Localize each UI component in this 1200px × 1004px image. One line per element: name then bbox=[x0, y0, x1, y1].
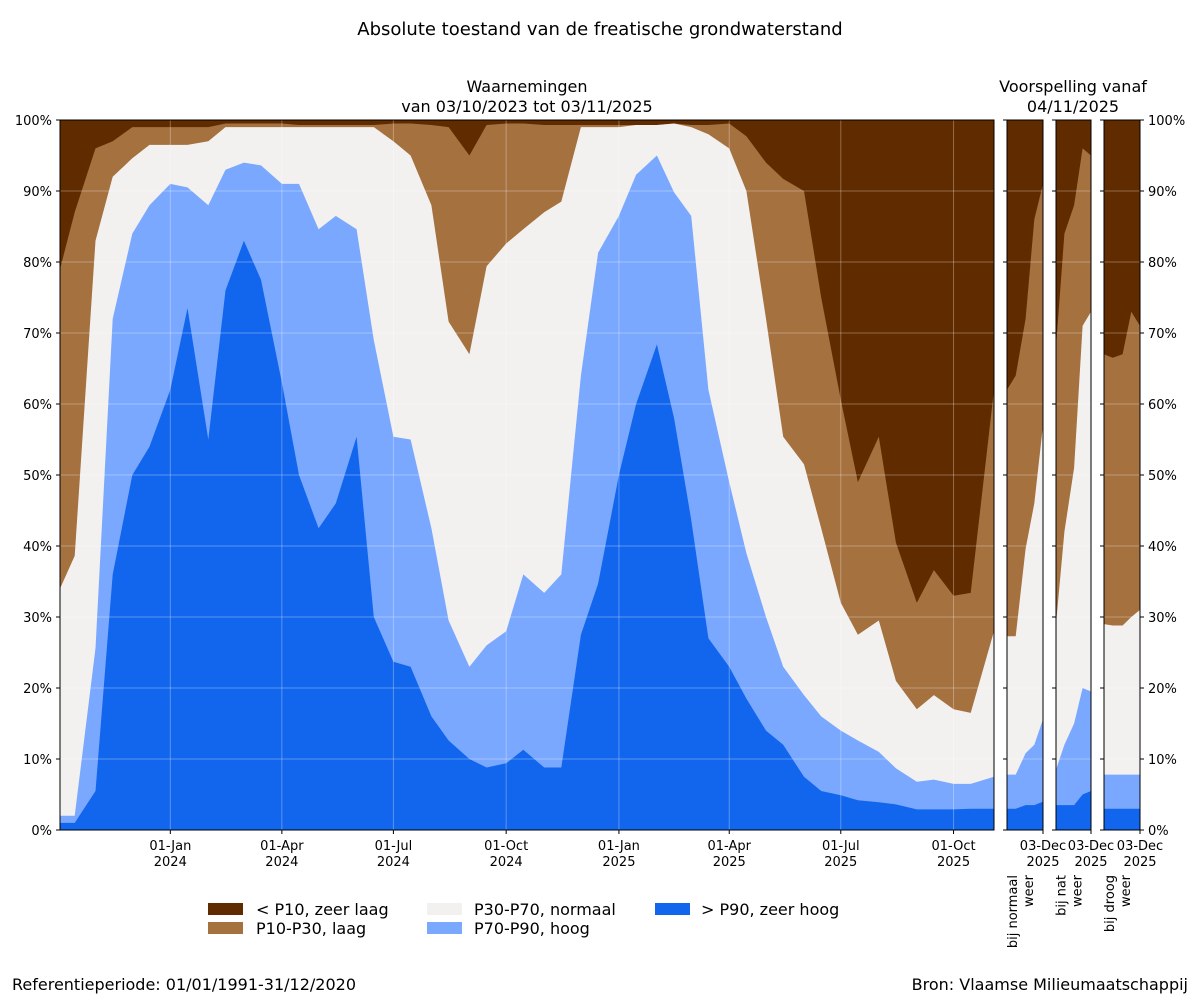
y-tick-label: 40% bbox=[23, 540, 52, 555]
y-tick-label-right: 20% bbox=[1148, 682, 1177, 697]
zeer-hoog-area bbox=[1007, 801, 1043, 830]
scenario-label: weer bbox=[1071, 874, 1086, 907]
legend-label-normaal: P30-P70, normaal bbox=[474, 900, 616, 919]
legend-label-zeer-hoog: > P90, zeer hoog bbox=[701, 900, 839, 919]
x-tick-label: 01-Oct bbox=[932, 839, 976, 854]
x-tick-label: 01-Apr bbox=[708, 839, 752, 854]
source: Bron: Vlaamse Milieumaatschappij bbox=[912, 975, 1188, 994]
hoog-area bbox=[1007, 719, 1043, 830]
y-tick-label: 30% bbox=[23, 611, 52, 626]
chart-panels: 01-Jan202401-Apr202401-Jul202401-Oct2024… bbox=[15, 114, 1185, 948]
y-tick-label-right: 70% bbox=[1148, 327, 1177, 342]
chart-title: Absolute toestand van de freatische gron… bbox=[357, 19, 842, 40]
legend-swatch-normaal bbox=[427, 903, 462, 915]
y-tick-label-right: 50% bbox=[1148, 469, 1177, 484]
x-tick-label: 2025 bbox=[824, 855, 857, 870]
x-tick-label: 2025 bbox=[1074, 855, 1107, 870]
scenario-label: bij nat bbox=[1055, 875, 1070, 916]
legend-label-hoog: P70-P90, hoog bbox=[474, 919, 590, 938]
legend-swatch-hoog bbox=[427, 922, 462, 934]
y-tick-label-right: 80% bbox=[1148, 256, 1177, 271]
y-tick-label-right: 0% bbox=[1148, 824, 1169, 839]
y-tick-label: 80% bbox=[23, 256, 52, 271]
zeer-hoog-area bbox=[1104, 808, 1140, 830]
x-tick-label: 2024 bbox=[154, 855, 187, 870]
x-tick-label: 01-Oct bbox=[484, 839, 528, 854]
x-tick-label: 03-Dec bbox=[1117, 839, 1163, 854]
x-tick-label: 01-Jul bbox=[375, 839, 413, 854]
legend-label-zeer-laag: < P10, zeer laag bbox=[256, 900, 389, 919]
reference-period: Referentieperiode: 01/01/1991-31/12/2020 bbox=[12, 975, 356, 994]
y-tick-label-right: 60% bbox=[1148, 398, 1177, 413]
legend-swatch-zeer-hoog bbox=[655, 903, 690, 915]
x-tick-label: 2024 bbox=[377, 855, 410, 870]
x-tick-label: 2025 bbox=[713, 855, 746, 870]
observed-title-line1: Waarnemingen bbox=[467, 77, 588, 96]
y-tick-label-right: 90% bbox=[1148, 185, 1177, 200]
normaal-area bbox=[1007, 425, 1043, 830]
x-tick-label: 2025 bbox=[1026, 855, 1059, 870]
legend-label-laag: P10-P30, laag bbox=[256, 919, 366, 938]
scenario-label: bij normaal bbox=[1006, 875, 1021, 948]
forecast-title-line2: 04/11/2025 bbox=[1027, 97, 1119, 116]
legend: < P10, zeer laag P10-P30, laag P30-P70, … bbox=[208, 900, 839, 938]
y-tick-label: 20% bbox=[23, 682, 52, 697]
legend-swatch-zeer-laag bbox=[208, 903, 243, 915]
legend-swatch-laag bbox=[208, 922, 243, 934]
zeer-hoog-area bbox=[60, 240, 994, 830]
x-tick-label: 01-Apr bbox=[260, 839, 304, 854]
y-tick-label: 60% bbox=[23, 398, 52, 413]
y-tick-label: 90% bbox=[23, 185, 52, 200]
x-tick-label: 03-Dec bbox=[1020, 839, 1066, 854]
x-tick-label: 2025 bbox=[602, 855, 635, 870]
x-tick-label: 2025 bbox=[1123, 855, 1156, 870]
hoog-area bbox=[1056, 688, 1091, 830]
x-tick-label: 2025 bbox=[937, 855, 970, 870]
y-tick-label: 10% bbox=[23, 753, 52, 768]
y-tick-label: 70% bbox=[23, 327, 52, 342]
x-tick-label: 01-Jul bbox=[822, 839, 860, 854]
x-tick-label: 01-Jan bbox=[149, 839, 191, 854]
observed-panel: 01-Jan202401-Apr202401-Jul202401-Oct2024… bbox=[15, 114, 995, 870]
y-tick-label-right: 40% bbox=[1148, 540, 1177, 555]
y-tick-label-right: 10% bbox=[1148, 753, 1177, 768]
y-tick-label-right: 30% bbox=[1148, 611, 1177, 626]
x-tick-label: 2024 bbox=[490, 855, 523, 870]
observed-title-line2: van 03/10/2023 tot 03/11/2025 bbox=[401, 97, 652, 116]
y-tick-label: 0% bbox=[31, 824, 52, 839]
scenario-label: weer bbox=[1022, 874, 1037, 907]
scenario-label: bij droog bbox=[1103, 875, 1118, 932]
forecast-title-line1: Voorspelling vanaf bbox=[999, 77, 1147, 96]
y-tick-label: 100% bbox=[15, 114, 52, 129]
y-tick-label: 50% bbox=[23, 469, 52, 484]
y-tick-label-right: 100% bbox=[1148, 114, 1185, 129]
x-tick-label: 01-Jan bbox=[598, 839, 640, 854]
x-tick-label: 2024 bbox=[265, 855, 298, 870]
x-tick-label: 03-Dec bbox=[1068, 839, 1114, 854]
zeer-hoog-area bbox=[1056, 791, 1091, 830]
scenario-label: weer bbox=[1119, 874, 1134, 907]
